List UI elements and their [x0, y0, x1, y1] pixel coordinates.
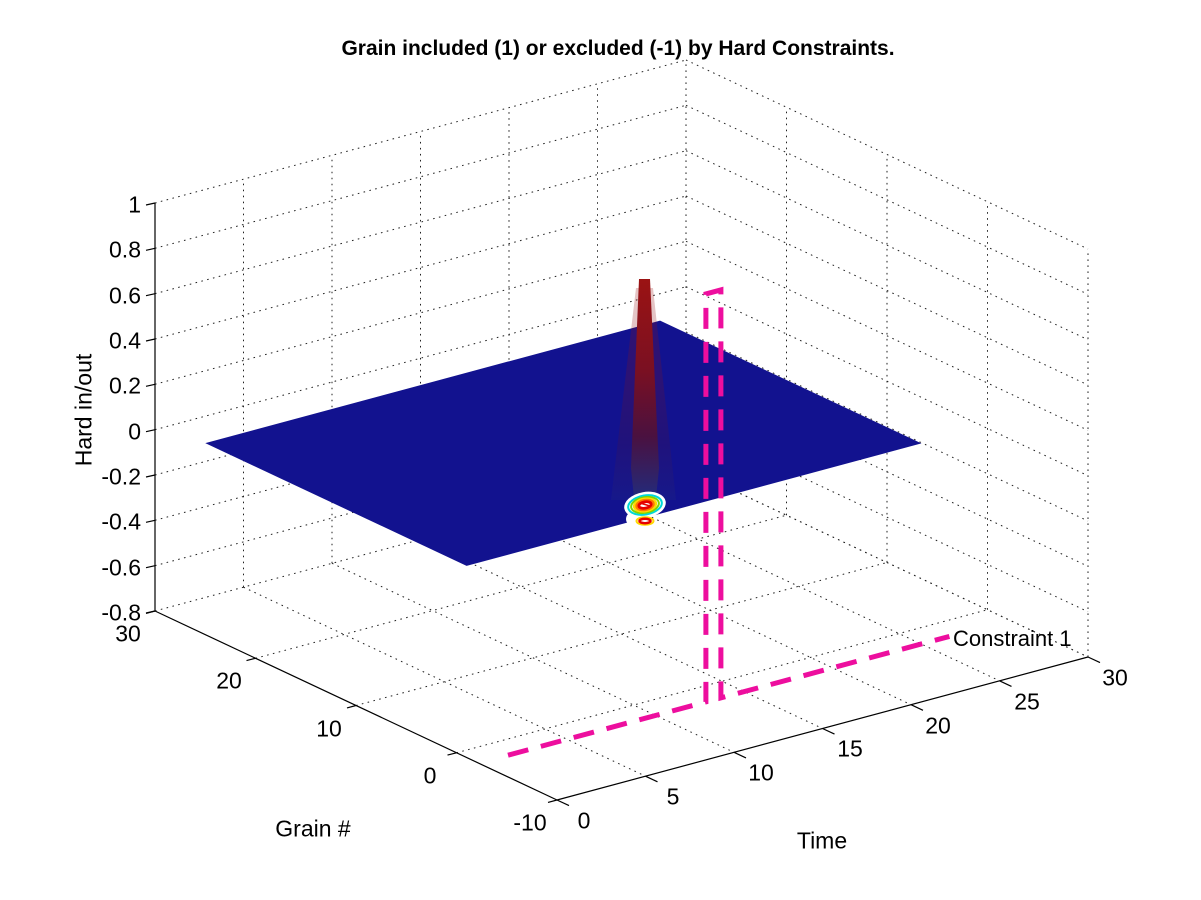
- surface-plane: [205, 320, 922, 566]
- time-tick-label: 15: [837, 735, 863, 762]
- chart-title: Grain included (1) or excluded (-1) by H…: [341, 37, 895, 60]
- surface-spike: [631, 279, 659, 498]
- z-tick-label: -0.6: [101, 554, 141, 581]
- z-tick-label: -0.2: [101, 463, 141, 490]
- time-tick-label: 30: [1102, 664, 1128, 691]
- z-tick-label: 0.2: [109, 372, 141, 399]
- z-axis-label: Hard in/out: [70, 353, 97, 467]
- z-tick-label: 0.8: [109, 236, 141, 263]
- z-tick-label: -0.8: [101, 599, 141, 626]
- z-tick-label: 0: [128, 418, 141, 445]
- grid-lines: [154, 59, 1089, 777]
- grain-tick-label: 20: [216, 667, 242, 694]
- z-tick-label: 0.4: [109, 327, 141, 354]
- surface-crater: [624, 491, 666, 528]
- time-tick-label: 5: [666, 783, 680, 810]
- time-tick-label: 0: [577, 807, 591, 834]
- x-axis-label: Time: [796, 827, 848, 854]
- grain-tick-label: 0: [423, 762, 437, 789]
- constraint-line: [507, 286, 951, 758]
- y-axis-label: Grain #: [275, 815, 351, 842]
- z-tick-label: -0.4: [101, 508, 141, 535]
- axis-lines: [145, 202, 1101, 807]
- z-tick-label: 0.6: [109, 282, 141, 309]
- time-tick-label: 10: [748, 759, 774, 786]
- z-tick-label: 1: [128, 191, 141, 218]
- grain-tick-label: -10: [513, 809, 547, 836]
- grain-tick-label: 10: [316, 715, 342, 742]
- time-tick-label: 25: [1014, 688, 1040, 715]
- time-tick-label: 20: [925, 712, 951, 739]
- constraint-series-label: Constraint 1: [953, 626, 1072, 651]
- grain-tick-label: 30: [115, 620, 141, 647]
